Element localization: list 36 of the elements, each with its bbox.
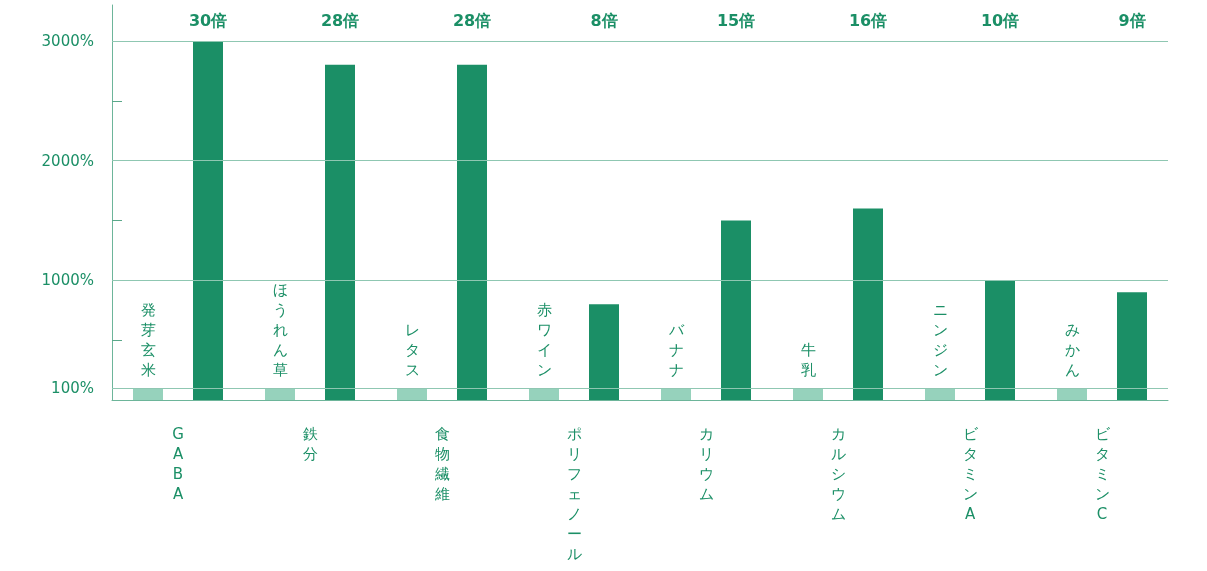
annotation: 15倍 [716, 10, 756, 30]
annotation: 8倍 [590, 10, 618, 30]
y-tick-label: 100% [51, 379, 94, 398]
y-tick-label: 2000% [41, 151, 94, 170]
data-label: 赤ワイン [536, 301, 552, 380]
bar [193, 40, 223, 400]
bar [985, 280, 1015, 400]
x-tick-label: カルシウム [830, 425, 846, 523]
data-label: ニンジン [932, 301, 948, 380]
x-tick-label: 食物繊維 [433, 425, 450, 503]
annotation: 30倍 [188, 10, 228, 30]
annotation: 10倍 [980, 10, 1020, 30]
x-tick-label: 鉄分 [302, 425, 318, 463]
y-tick-label: 1000% [41, 271, 94, 290]
x-tick-label: ポリフェノール [566, 425, 582, 563]
annotation: 16倍 [848, 10, 888, 30]
bar [853, 208, 883, 400]
y-tick-label: 3000% [41, 31, 94, 50]
bar [325, 64, 355, 400]
bar [721, 220, 751, 400]
data-label: ほうれん草 [272, 281, 288, 380]
x-tick-label: GABA [172, 425, 184, 503]
annotation: 28倍 [452, 10, 492, 30]
bar [457, 64, 487, 400]
data-label: みかん [1064, 321, 1080, 380]
annotation: 28倍 [320, 10, 360, 30]
bar [1117, 292, 1147, 400]
data-label: 牛乳 [800, 341, 816, 380]
annotation: 9倍 [1118, 10, 1146, 30]
bar [589, 304, 619, 400]
data-label: バナナ [667, 321, 685, 380]
x-tick-label: ビタミンA [962, 425, 979, 523]
x-tick-label: ビタミンC [1094, 425, 1111, 523]
x-tick-label: カリウム [698, 425, 714, 503]
data-label: 発芽玄米 [140, 301, 156, 380]
data-label: レタス [404, 321, 420, 380]
